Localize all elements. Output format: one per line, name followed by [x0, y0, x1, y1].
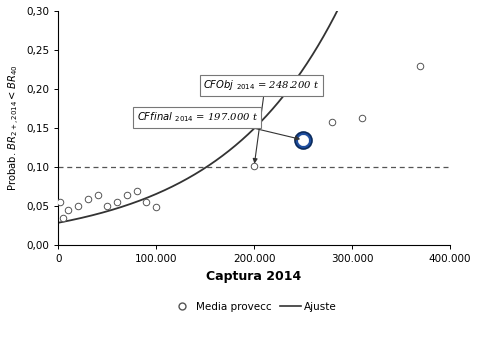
Legend: Media provecc, Ajuste: Media provecc, Ajuste — [168, 298, 340, 316]
Point — [123, 192, 130, 197]
Point — [328, 119, 336, 125]
Point — [299, 137, 307, 143]
Point — [94, 192, 101, 197]
Point — [103, 204, 111, 209]
Point — [417, 63, 424, 68]
Point — [84, 196, 92, 201]
Point — [133, 188, 141, 193]
Point — [59, 215, 67, 221]
Text: $CFfinal\ _{2014}$ = 197.000 t: $CFfinal\ _{2014}$ = 197.000 t — [137, 111, 258, 124]
Y-axis label: Probab. $BR_{2+,2014} < BR_{40}$: Probab. $BR_{2+,2014} < BR_{40}$ — [7, 65, 22, 191]
Text: $CFObj\ _{2014}$ = 248.200 t: $CFObj\ _{2014}$ = 248.200 t — [203, 78, 319, 92]
Point — [113, 200, 121, 205]
Point — [299, 137, 307, 143]
Point — [65, 207, 72, 213]
Point — [250, 163, 258, 168]
Point — [358, 115, 366, 121]
Point — [299, 137, 307, 143]
Point — [74, 204, 82, 209]
Point — [56, 200, 64, 205]
Point — [142, 200, 150, 205]
Point — [152, 204, 160, 210]
X-axis label: Captura 2014: Captura 2014 — [206, 270, 302, 283]
